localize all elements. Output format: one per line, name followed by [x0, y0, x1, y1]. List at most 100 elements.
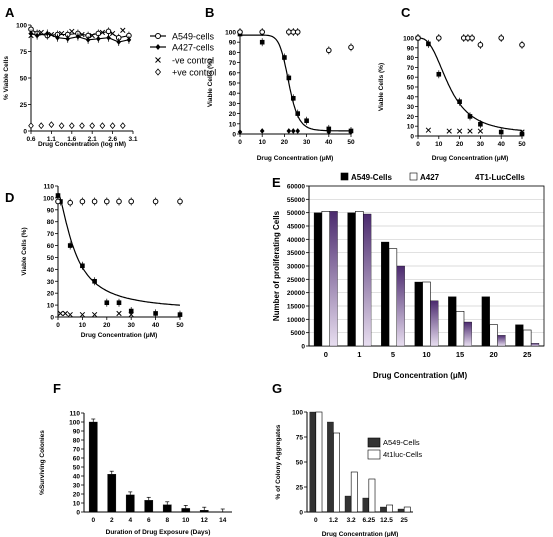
panel-c-y-tick-label: 50	[407, 85, 415, 92]
panel-f-x-tick-label: 0	[91, 517, 95, 524]
panel-c-x-tick-label: 10	[435, 141, 443, 148]
panel-b-point	[348, 44, 354, 51]
panel-e-x-tick-label: 1	[357, 350, 361, 359]
panel-g-legend-swatch	[367, 449, 381, 460]
panel-d-y-tick-label: 80	[47, 219, 55, 226]
panel-e-y-tick-label: 50000	[287, 210, 305, 217]
panel-c-y-tick-label: 100	[403, 36, 414, 43]
panel-c-point	[467, 128, 473, 134]
panel-a-point	[45, 30, 50, 37]
panel-label-g: G	[272, 381, 282, 396]
panel-d-point	[104, 198, 110, 205]
panel-f-bar	[125, 494, 135, 513]
panel-f-bar	[199, 510, 209, 513]
panel-b-point	[348, 129, 354, 135]
panel-e-bar	[530, 343, 540, 347]
panel-c-x-tick-label: 50	[518, 141, 526, 148]
panel-c-point	[457, 99, 462, 104]
panel-c-point	[467, 114, 473, 119]
panel-b-point	[286, 75, 292, 81]
panel-c-point	[456, 128, 463, 134]
panel-b-point	[286, 128, 292, 134]
panel-g-y-axis-title: % of Colony Aggregates	[275, 424, 282, 499]
panel-g-bar	[397, 508, 405, 513]
panel-f-x-tick-label: 10	[182, 517, 190, 524]
panel-f-y-tick-label: 10	[73, 501, 81, 508]
panel-e-bar	[448, 296, 457, 347]
panel-f-x-tick-label: 12	[201, 517, 209, 524]
panel-e-x-tick-label: 25	[523, 350, 531, 359]
panel-g-x-tick-label: 6.25	[363, 517, 376, 524]
panel-g-x-tick-label: 1.2	[329, 517, 338, 524]
panel-f-bar	[107, 474, 117, 513]
panel-e-bar	[515, 324, 524, 347]
panel-a-legend-point	[155, 44, 161, 50]
panel-f-x-axis-title: Duration of Drug Exposure (Days)	[106, 529, 211, 536]
panel-a-point	[28, 32, 34, 39]
panel-b-x-tick-label: 0	[238, 139, 242, 146]
panel-f-x-tick-label: 6	[147, 517, 151, 524]
panel-d-point	[128, 308, 134, 314]
panel-e-y-tick-label: 20000	[287, 290, 305, 297]
panel-a-legend-label: -ve control	[172, 56, 214, 66]
panel-d-point	[79, 311, 86, 318]
panel-d-point	[57, 310, 64, 317]
panel-a-point	[99, 29, 106, 36]
panel-e-y-tick-label: 10000	[287, 317, 305, 324]
panel-a-point	[38, 29, 44, 36]
panel-c-x-axis-title: Drug Concentration (μM)	[432, 155, 509, 162]
panel-g-bar	[403, 506, 411, 513]
panel-b-y-tick-label: 40	[229, 91, 237, 98]
panel-b-x-tick-label: 40	[325, 139, 333, 146]
panel-d-point	[116, 198, 122, 205]
panel-b-point	[295, 111, 301, 116]
panel-e-bar	[381, 241, 390, 347]
panel-c-point	[498, 129, 504, 135]
panel-e-y-tick-label: 60000	[287, 184, 305, 191]
panel-b-point	[304, 118, 309, 124]
panel-e-bar	[455, 311, 465, 347]
panel-a-point	[96, 35, 101, 42]
panel-e-bar	[321, 211, 331, 347]
panel-c-point	[478, 121, 483, 127]
panel-a-point	[65, 35, 71, 42]
panel-e-bar	[363, 213, 372, 347]
panel-c-point	[519, 42, 525, 48]
panel-e-bar	[430, 300, 439, 347]
panel-b-point	[237, 129, 243, 135]
panel-b-y-tick-label: 0	[232, 132, 236, 139]
panel-e-legend-label: A427	[420, 173, 440, 182]
panel-f-y-tick-label: 50	[73, 465, 81, 472]
panel-d-y-tick-label: 30	[47, 279, 55, 286]
panel-e-x-tick-label: 5	[391, 350, 395, 359]
panel-d-point	[62, 310, 68, 317]
panel-e-bar	[396, 265, 405, 347]
panel-d-point	[79, 198, 86, 205]
panel-b-x-tick-label: 10	[259, 139, 267, 146]
panel-a-point	[28, 122, 34, 130]
panel-f-y-tick-label: 30	[73, 483, 81, 490]
panel-a-point	[48, 31, 55, 38]
panel-a-y-axis-title: % Viable Cells	[3, 56, 10, 100]
panel-d-y-tick-label: 70	[47, 231, 55, 238]
panel-f-y-tick-label: 0	[76, 510, 80, 517]
panel-a-point	[75, 33, 81, 40]
panel-d-point	[104, 300, 110, 306]
panel-b-point	[290, 128, 296, 134]
panel-e-y-tick-label: 30000	[287, 264, 305, 271]
panel-d-point	[55, 198, 61, 205]
panel-a-x-tick-label: 1.6	[67, 136, 76, 143]
panel-d-y-tick-label: 0	[50, 315, 54, 322]
panel-b-fit-curve	[240, 34, 351, 132]
panel-label-e: E	[272, 175, 281, 190]
panel-e: E 0 5000 10000 15000 20000 25000 30000 35000 4000…	[272, 172, 545, 380]
panel-e-x-tick-label: 10	[422, 350, 430, 359]
panel-b-point	[259, 39, 265, 45]
panel-c-point	[425, 127, 432, 133]
panel-d-y-axis-title: Viable Cells (%)	[21, 227, 28, 275]
panel-a-x-tick-label: 3.1	[128, 136, 137, 143]
panel-b-y-tick-label: 60	[229, 70, 237, 77]
panel-a-point	[99, 122, 106, 130]
panel-g-legend-label: 4t1luc-Cells	[383, 450, 422, 459]
